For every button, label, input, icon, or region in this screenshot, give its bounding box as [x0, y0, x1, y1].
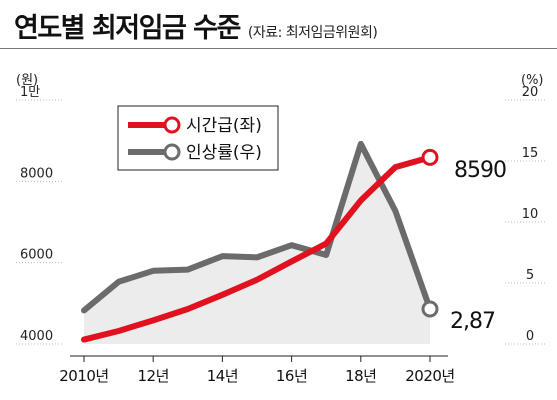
left-tick-label: 1만	[20, 85, 40, 100]
left-tick-label: 8000	[20, 166, 53, 181]
rate-series-line	[81, 140, 433, 314]
left-tick-label: 6000	[20, 248, 53, 263]
wage-end-label: 8590	[454, 158, 506, 183]
legend-rate-marker	[163, 143, 181, 161]
rate-area-fill	[84, 143, 430, 344]
series-lines	[81, 140, 433, 343]
wage-end-marker	[421, 148, 439, 166]
legend-wage-label: 시간급(좌)	[186, 116, 262, 136]
legend-wage-marker	[163, 116, 181, 134]
left-tick-label: 4000	[20, 329, 53, 344]
rate-end-label: 2,87	[450, 309, 495, 334]
end-markers	[421, 148, 439, 318]
x-tick-label: 14년	[207, 367, 238, 385]
x-tick-label: 2020년	[405, 367, 454, 385]
right-tick-label: 0	[526, 329, 534, 344]
right-axis-unit: (%)	[521, 73, 544, 88]
right-tick-label: 15	[522, 146, 539, 161]
right-tick-label: 20	[522, 85, 539, 100]
legend-rate-label: 인상률(우)	[186, 143, 262, 163]
legend-box	[117, 105, 279, 171]
x-tick-label: 18년	[345, 367, 376, 385]
right-tick-label: 10	[522, 207, 539, 222]
x-axis-ticks: 2010년 12년 14년 16년 18년 2020년	[59, 356, 455, 385]
right-axis: (%) 0 5 10 15 20	[521, 73, 544, 344]
left-axis-unit: (원)	[16, 73, 38, 88]
rate-end-marker	[421, 300, 439, 318]
chart-header: 연도별 최저임금 수준 (자료: 최저임금위원회)	[14, 6, 378, 46]
right-tick-label: 5	[526, 268, 534, 283]
wage-series-line	[81, 154, 433, 343]
x-tick-label: 2010년	[59, 367, 108, 385]
x-tick-label: 16년	[276, 367, 307, 385]
chart-title: 연도별 최저임금 수준	[14, 13, 241, 44]
x-tick-label: 12년	[138, 367, 169, 385]
legend: 시간급(좌) 인상률(우)	[117, 105, 279, 171]
left-axis: (원) 4000 6000 8000 1만	[16, 73, 53, 344]
grid-lines	[16, 99, 545, 345]
chart-source: (자료: 최저임금위원회)	[247, 25, 378, 41]
header-rule	[0, 48, 557, 49]
